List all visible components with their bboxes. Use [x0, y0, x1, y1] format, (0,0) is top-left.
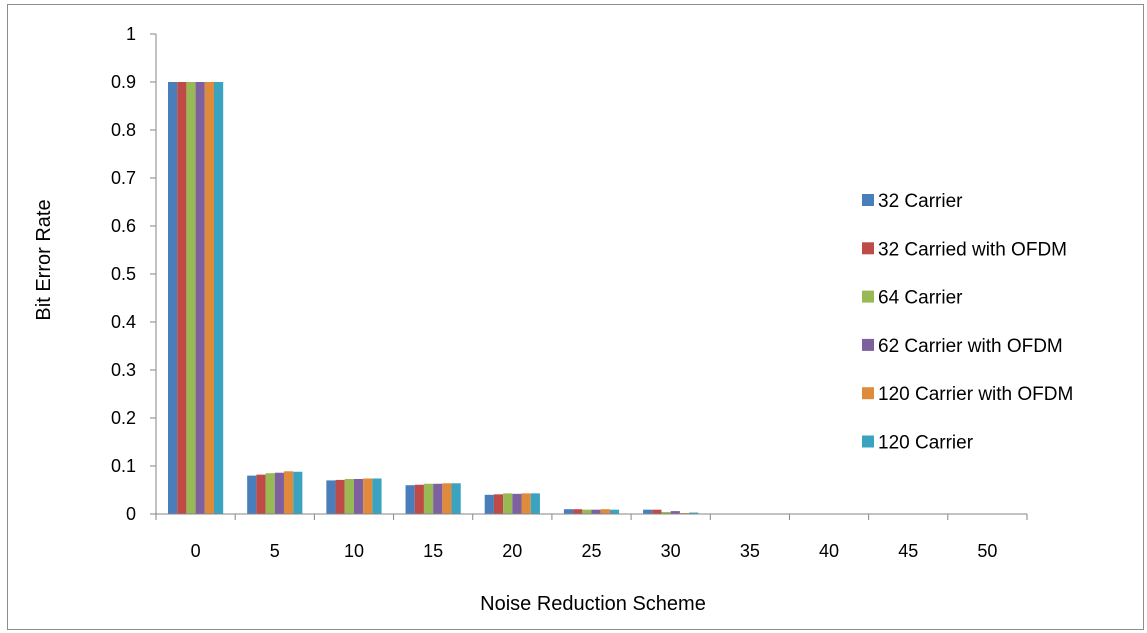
y-tick-label: 1 [126, 24, 136, 44]
bar [213, 82, 224, 514]
legend-swatch [862, 290, 874, 303]
bar [582, 509, 592, 514]
x-tick-label: 35 [740, 541, 760, 561]
x-tick-label: 45 [898, 541, 918, 561]
bar [177, 82, 187, 514]
legend-swatch [862, 338, 874, 351]
y-tick-label: 0.3 [111, 360, 136, 380]
legend-label: 32 Carrier [878, 191, 963, 212]
legend-label: 32 Carried with OFDM [878, 239, 1067, 260]
legend: 32 Carrier 32 Carried with OFDM 64 Carrier… [862, 191, 1073, 454]
y-tick-label: 0 [126, 504, 136, 524]
bar [414, 484, 424, 514]
bar [591, 509, 601, 514]
bar [493, 494, 504, 514]
bar [283, 471, 294, 514]
legend-label: 120 Carrier [878, 433, 974, 454]
bar [204, 82, 214, 514]
bar [195, 82, 205, 514]
legend-label: 120 Carrier with OFDM [878, 384, 1073, 405]
bar [573, 509, 583, 514]
bar [353, 478, 364, 514]
y-tick-label: 0.1 [111, 456, 136, 476]
bar [512, 493, 522, 514]
bar [293, 471, 303, 514]
bar [274, 472, 284, 514]
bar [423, 483, 434, 514]
bar [372, 478, 382, 514]
bar [689, 512, 699, 514]
x-tick-label: 50 [977, 541, 997, 561]
bar [503, 493, 513, 514]
bar [484, 494, 494, 514]
y-tick-label: 0.7 [111, 168, 136, 188]
bar [652, 509, 662, 514]
bar [326, 480, 336, 514]
x-tick-label: 15 [423, 541, 443, 561]
bar [609, 509, 620, 514]
x-axis-ticks: 0 5 10 15 20 25 30 35 40 45 50 [155, 514, 1028, 561]
legend-label: 64 Carrier [878, 288, 963, 309]
y-axis-ticks: 0 0.1 0.2 0.3 0.4 0.5 0.6 0.7 0.8 0.9 1 [111, 24, 156, 524]
bar [600, 509, 610, 514]
bar [563, 509, 574, 514]
bar [442, 483, 452, 514]
x-tick-label: 0 [191, 541, 201, 561]
y-tick-label: 0.8 [111, 120, 136, 140]
bar [363, 478, 373, 514]
y-tick-label: 0.6 [111, 216, 136, 236]
bar [643, 509, 653, 514]
bar [344, 478, 354, 514]
y-tick-label: 0.9 [111, 72, 136, 92]
bar [335, 479, 345, 514]
bar [670, 511, 680, 514]
legend-swatch [862, 387, 874, 400]
bar [265, 473, 275, 514]
x-tick-label: 30 [661, 541, 681, 561]
bar [433, 483, 443, 514]
bar [167, 82, 178, 514]
bar [256, 474, 266, 514]
bar [451, 483, 461, 514]
x-tick-label: 40 [819, 541, 839, 561]
bar [186, 82, 196, 514]
x-tick-label: 20 [502, 541, 522, 561]
y-tick-label: 0.2 [111, 408, 136, 428]
x-tick-label: 10 [344, 541, 364, 561]
y-tick-label: 0.4 [111, 312, 136, 332]
legend-swatch [862, 194, 874, 206]
bar [530, 493, 540, 514]
bar [661, 512, 671, 514]
x-tick-label: 5 [270, 541, 280, 561]
x-axis-title: Noise Reduction Scheme [480, 593, 706, 615]
bars-layer [167, 82, 732, 515]
bar [405, 485, 415, 514]
bar [247, 475, 257, 514]
y-axis-title: Bit Error Rate [33, 199, 55, 320]
legend-swatch [862, 435, 874, 448]
legend-swatch [862, 242, 874, 255]
legend-label: 62 Carrier with OFDM [878, 336, 1063, 357]
y-tick-label: 0.5 [111, 264, 136, 284]
x-tick-label: 25 [581, 541, 601, 561]
bar [521, 493, 531, 514]
